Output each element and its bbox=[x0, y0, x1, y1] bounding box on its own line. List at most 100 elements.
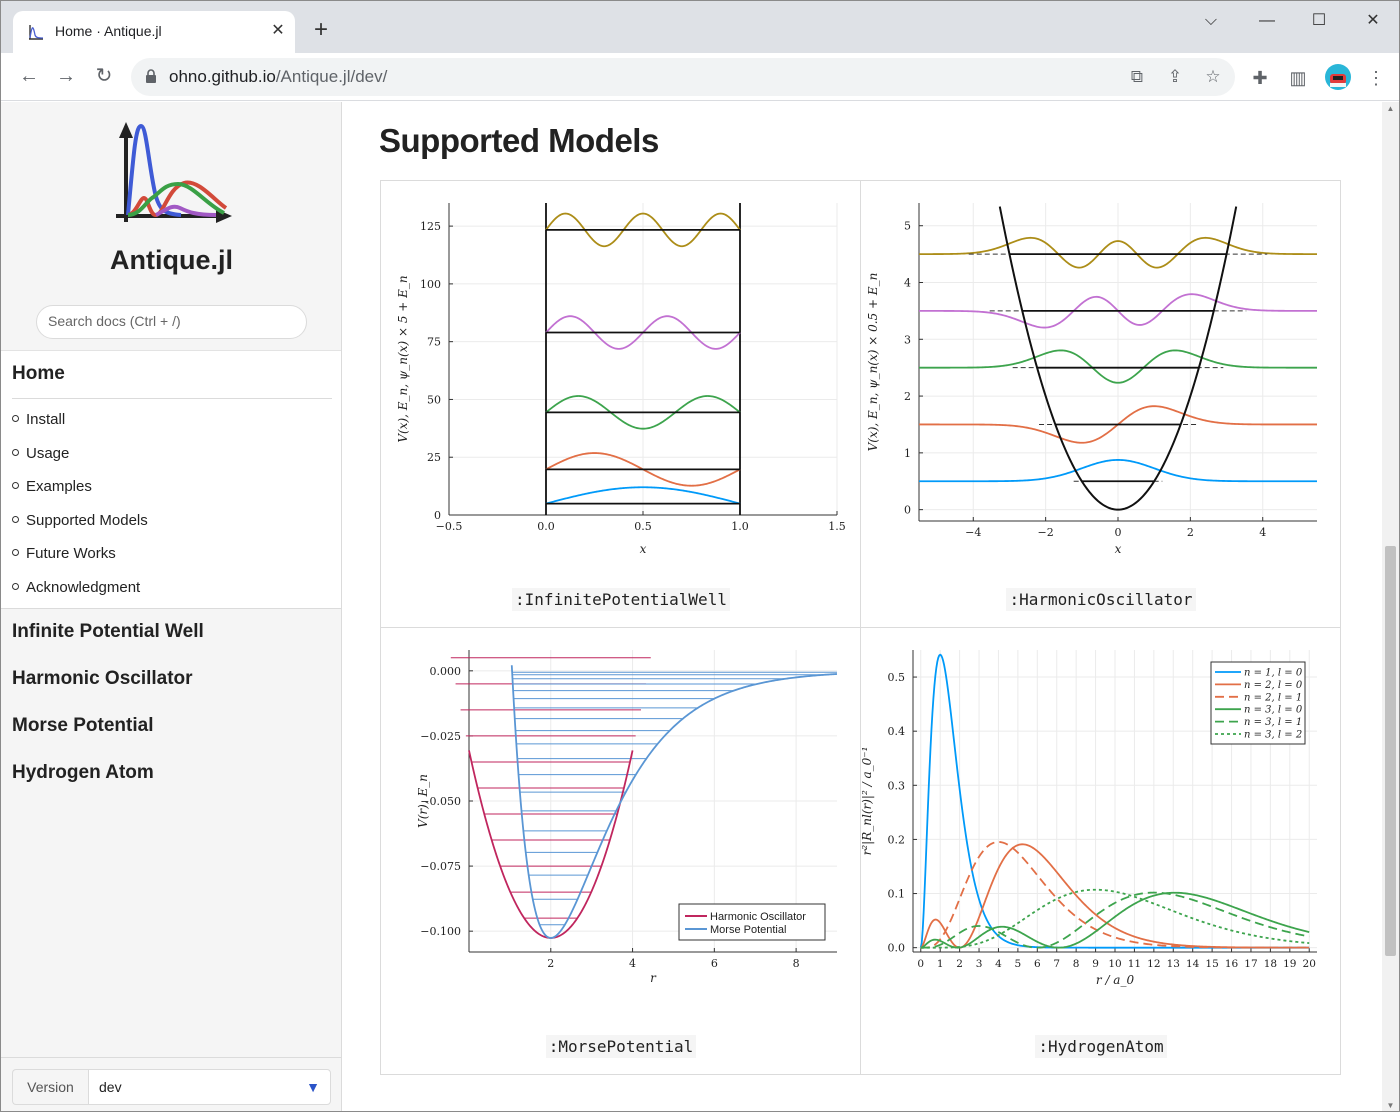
x-tick-label: 1.0 bbox=[731, 520, 749, 533]
page-scrollbar[interactable]: ▲ ▼ bbox=[1382, 102, 1399, 1111]
radial-curve-n2-l1 bbox=[920, 841, 1310, 949]
site-title[interactable]: Antique.jl bbox=[110, 245, 233, 275]
tab-search-chevron-icon[interactable]: ⌵ bbox=[1204, 12, 1218, 29]
antique-favicon-icon bbox=[29, 25, 44, 40]
y-tick-label: 0 bbox=[434, 509, 441, 522]
x-tick-label: −2 bbox=[1038, 526, 1054, 539]
search-docs-input[interactable]: Search docs (Ctrl + /) bbox=[36, 305, 307, 339]
radial-curve-n3-l0 bbox=[920, 891, 1310, 949]
x-tick-label: 19 bbox=[1283, 958, 1296, 970]
nav-hydrogen-atom[interactable]: Hydrogen Atom bbox=[12, 762, 154, 783]
reload-icon[interactable]: ↻ bbox=[95, 65, 113, 87]
y-tick-label: 0.1 bbox=[888, 888, 906, 901]
scrollbar-thumb[interactable] bbox=[1385, 546, 1396, 956]
y-axis-label: V(r), E_n bbox=[416, 774, 430, 828]
models-table: −0.5 0.0 0.5 1.0 1.5 0 25 50 75 100 125 x V(x), E_n,… bbox=[380, 180, 1341, 1075]
y-tick-label: 0.000 bbox=[430, 665, 462, 678]
cell-hydrogen-atom: 0 1 2 3 4 5 6 7 8 9 10 11 12 13 14 15 16 17 18 19 20 0.0 0.1 0.… bbox=[861, 628, 1341, 1075]
y-tick-label: 3 bbox=[904, 333, 911, 346]
y-tick-label: 50 bbox=[427, 393, 441, 406]
cell-infinite-well: −0.5 0.0 0.5 1.0 1.5 0 25 50 75 100 125 x V(x), E_n,… bbox=[381, 181, 861, 628]
profile-avatar[interactable] bbox=[1325, 64, 1351, 90]
y-axis-label: V(x), E_n, ψ_n(x) × 5 + E_n bbox=[396, 275, 410, 442]
nav-examples[interactable]: Examples bbox=[12, 478, 92, 495]
y-tick-label: −0.050 bbox=[420, 795, 461, 808]
nav-usage[interactable]: Usage bbox=[12, 445, 69, 462]
back-arrow-icon[interactable]: ← bbox=[19, 65, 39, 87]
nav-acknowledgment[interactable]: Acknowledgment bbox=[12, 579, 140, 596]
minimize-icon[interactable]: — bbox=[1259, 12, 1275, 29]
close-window-icon[interactable]: ✕ bbox=[1366, 12, 1380, 29]
legend-label: n = 2, l = 1 bbox=[1244, 692, 1302, 703]
extensions-puzzle-icon[interactable]: ✚ bbox=[1252, 68, 1268, 88]
tab-title: Home · Antique.jl bbox=[55, 23, 162, 39]
y-tick-label: 1 bbox=[904, 447, 911, 460]
docs-sidebar: Antique.jl Search docs (Ctrl + /) Home I… bbox=[1, 102, 342, 1111]
y-tick-label: −0.075 bbox=[420, 860, 461, 873]
maximize-icon[interactable]: ☐ bbox=[1311, 12, 1327, 29]
x-axis-label: x bbox=[640, 542, 647, 556]
address-bar[interactable]: ohno.github.io/Antique.jl/dev/ ⧉ ⇪ ☆ bbox=[131, 58, 1235, 96]
x-tick-label: 18 bbox=[1264, 958, 1277, 970]
side-panel-icon[interactable]: ▥ bbox=[1289, 68, 1307, 88]
nav-install[interactable]: Install bbox=[12, 411, 65, 428]
x-tick-label: 20 bbox=[1303, 958, 1316, 970]
x-tick-label: 14 bbox=[1186, 958, 1200, 970]
caption-infinite-well: :InfinitePotentialWell bbox=[512, 588, 730, 611]
nav-infinite-potential-well[interactable]: Infinite Potential Well bbox=[12, 621, 204, 642]
tab-close-icon[interactable]: ✕ bbox=[271, 22, 285, 39]
new-tab-button[interactable]: + bbox=[313, 16, 328, 43]
y-tick-label: −0.025 bbox=[420, 730, 461, 743]
divider bbox=[12, 398, 332, 399]
antique-logo bbox=[116, 122, 232, 223]
x-tick-label: 4 bbox=[629, 957, 636, 970]
scroll-up-icon[interactable]: ▲ bbox=[1386, 104, 1395, 113]
x-tick-label: 10 bbox=[1108, 958, 1121, 970]
legend-box bbox=[1210, 661, 1306, 745]
x-tick-label: 4 bbox=[1259, 526, 1266, 539]
legend-label: n = 3, l = 1 bbox=[1244, 717, 1302, 728]
translate-icon[interactable]: ⧉ bbox=[1130, 67, 1144, 86]
nav-supported-models[interactable]: Supported Models bbox=[12, 512, 148, 529]
x-tick-label: 0 bbox=[917, 958, 924, 970]
browser-tab[interactable]: Home · Antique.jl ✕ bbox=[13, 11, 295, 53]
x-tick-label: 7 bbox=[1053, 958, 1060, 970]
version-select[interactable]: dev ▼ bbox=[88, 1069, 331, 1105]
nav-home[interactable]: Home bbox=[12, 363, 65, 384]
morse-potential-curve bbox=[510, 665, 838, 939]
legend-label: n = 3, l = 0 bbox=[1244, 705, 1303, 716]
y-tick-label: 5 bbox=[904, 220, 911, 233]
hydrogen-atom-plot: 0 1 2 3 4 5 6 7 8 9 10 11 12 13 14 15 16 17 18 19 200.00.10.… bbox=[861, 650, 1317, 987]
version-label: Version bbox=[12, 1069, 88, 1105]
bookmark-star-icon[interactable]: ☆ bbox=[1205, 67, 1221, 86]
forward-arrow-icon[interactable]: → bbox=[56, 65, 76, 87]
y-axis-label: V(x), E_n, ψ_n(x) × 0.5 + E_n bbox=[866, 273, 880, 452]
wavefunction-n0 bbox=[919, 459, 1317, 483]
url-path: /Antique.jl/dev/ bbox=[275, 67, 388, 86]
x-tick-label: −4 bbox=[965, 526, 981, 539]
nav-morse-potential[interactable]: Morse Potential bbox=[12, 715, 154, 736]
browser-menu-icon[interactable]: ⋮ bbox=[1367, 68, 1385, 88]
y-axis-label: r²|R_nl(r)|² / a_0⁻¹ bbox=[861, 747, 874, 856]
radial-curve-n3-l1 bbox=[920, 891, 1310, 949]
lock-icon bbox=[146, 69, 156, 83]
morse-potential-plot: 2 4 6 8 0.000 −0.025 −0.050 −0.075 −0.100 r V(r), … bbox=[416, 650, 838, 985]
wavefunction-n5 bbox=[545, 212, 741, 248]
y-tick-label: 100 bbox=[420, 278, 441, 291]
legend-label: Harmonic Oscillator bbox=[710, 911, 806, 923]
y-tick-label: −0.100 bbox=[420, 925, 461, 938]
nav-future-works[interactable]: Future Works bbox=[12, 545, 116, 562]
scroll-down-icon[interactable]: ▼ bbox=[1386, 1101, 1395, 1110]
x-tick-label: 2 bbox=[956, 958, 963, 970]
x-axis-label: x bbox=[1115, 542, 1122, 556]
x-tick-label: 12 bbox=[1147, 958, 1160, 970]
x-tick-label: 3 bbox=[976, 958, 983, 970]
legend-label: n = 1, l = 0 bbox=[1244, 668, 1303, 679]
x-tick-label: 8 bbox=[793, 957, 800, 970]
legend-label: n = 2, l = 0 bbox=[1244, 680, 1303, 691]
version-value: dev bbox=[99, 1079, 122, 1095]
share-icon[interactable]: ⇪ bbox=[1167, 67, 1183, 86]
nav-harmonic-oscillator[interactable]: Harmonic Oscillator bbox=[12, 668, 193, 689]
x-tick-label: 13 bbox=[1167, 958, 1180, 970]
